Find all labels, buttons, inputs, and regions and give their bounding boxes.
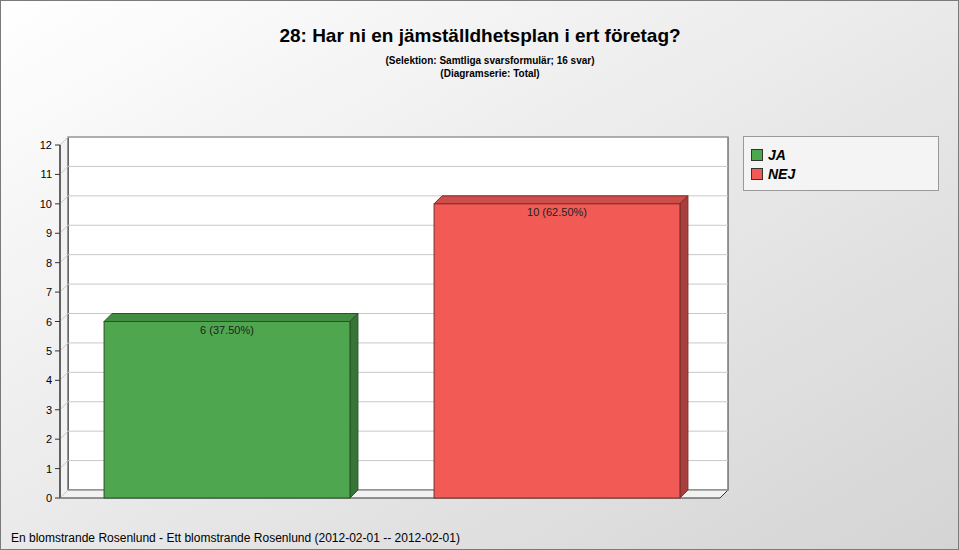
grid-line-side	[60, 372, 68, 380]
y-tick-label: 1	[46, 463, 52, 475]
tick	[55, 174, 60, 175]
legend-label: NEJ	[768, 166, 796, 182]
bar	[104, 322, 350, 499]
legend-swatch	[752, 150, 763, 161]
chart: 01234567891011126 (37.50%)10 (62.50%)JAN…	[0, 0, 959, 550]
grid-line-side	[60, 137, 68, 145]
y-tick-label: 8	[46, 257, 52, 269]
data-label: 6 (37.50%)	[200, 324, 254, 336]
y-tick-label: 2	[46, 433, 52, 445]
grid-line-side	[60, 284, 68, 292]
y-tick-label: 7	[46, 286, 52, 298]
legend-box	[744, 137, 939, 191]
y-axis	[60, 145, 61, 498]
subtitle: (Diagramserie: Total)	[440, 68, 539, 79]
bar-side	[350, 314, 358, 499]
background	[1, 1, 959, 550]
grid-line-side	[60, 166, 68, 174]
tick	[55, 233, 60, 234]
tick	[55, 350, 60, 351]
y-tick-label: 4	[46, 374, 52, 386]
y-tick-label: 10	[40, 198, 52, 210]
y-tick-label: 0	[46, 492, 52, 504]
bar-top	[104, 314, 358, 322]
grid-line-side	[60, 343, 68, 351]
grid-line-side	[60, 402, 68, 410]
legend-swatch	[752, 169, 763, 180]
grid-line-side	[60, 431, 68, 439]
data-label: 10 (62.50%)	[527, 206, 587, 218]
bar-side	[680, 196, 688, 498]
y-tick-label: 9	[46, 227, 52, 239]
legend-label: JA	[768, 147, 786, 163]
tick	[55, 468, 60, 469]
y-tick-label: 12	[40, 139, 52, 151]
y-tick-label: 3	[46, 404, 52, 416]
footer: En blomstrande Rosenlund - Ett blomstran…	[11, 531, 460, 545]
tick	[55, 380, 60, 381]
tick	[55, 203, 60, 204]
grid-line-side	[60, 314, 68, 322]
y-tick-label: 6	[46, 316, 52, 328]
plot-side-wall	[60, 137, 68, 498]
y-tick-label: 5	[46, 345, 52, 357]
tick	[55, 145, 60, 146]
bar-top	[434, 196, 688, 204]
subtitle: (Selektion: Samtliga svarsformulär; 16 s…	[386, 55, 595, 66]
grid-line	[68, 137, 728, 138]
tick	[55, 498, 60, 499]
grid-line-side	[60, 196, 68, 204]
grid-line	[68, 166, 728, 167]
tick	[55, 439, 60, 440]
tick	[55, 262, 60, 263]
grid-line-side	[60, 255, 68, 263]
bars	[104, 196, 688, 498]
grid-line-side	[60, 225, 68, 233]
tick	[55, 321, 60, 322]
title: 28: Har ni en jämställdhetsplan i ert fö…	[279, 25, 680, 46]
tick	[55, 409, 60, 410]
grid-line-side	[60, 461, 68, 469]
y-tick-label: 11	[41, 168, 52, 180]
tick	[55, 292, 60, 293]
bar	[434, 204, 680, 498]
grid-line-side	[60, 490, 68, 498]
